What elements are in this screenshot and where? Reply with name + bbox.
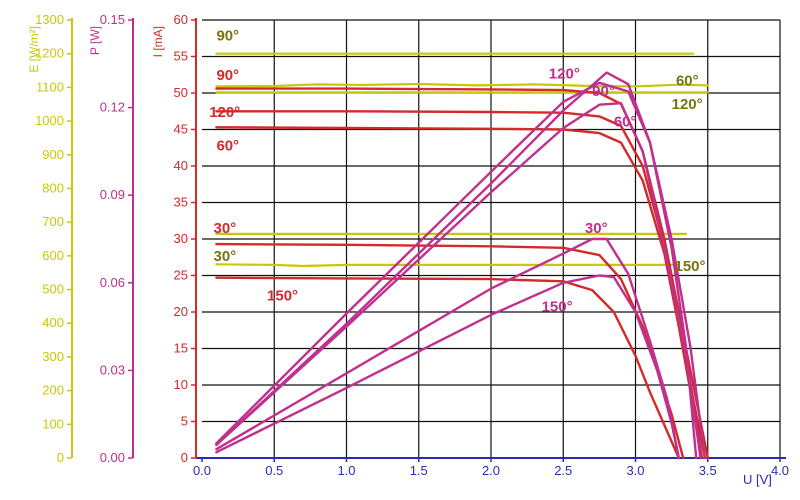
annotation-label: 150°: [267, 287, 298, 304]
x-tick-label: 2.0: [482, 463, 500, 478]
y-tick-label-E: 900: [42, 147, 64, 162]
y-tick-label-I: 35: [174, 195, 188, 210]
y-axis-title-P: P [W]: [88, 26, 102, 55]
annotation-label: 30°: [214, 248, 237, 265]
annotation-label: 30°: [585, 220, 608, 237]
annotation-label: 120°: [209, 104, 240, 121]
y-tick-label-E: 500: [42, 282, 64, 297]
y-tick-label-E: 700: [42, 214, 64, 229]
series-P-14: [215, 274, 680, 460]
series-I-9: [215, 276, 680, 460]
y-tick-label-E: 1100: [36, 79, 64, 94]
series-E-4: [215, 263, 680, 268]
y-tick-label-I: 0: [181, 450, 188, 465]
x-tick-label: 1.0: [337, 463, 355, 478]
annotations: 90° 60° 120° 30° 150° 90° 120° 60° 30° 150° 120° 90…: [209, 27, 705, 315]
y-tick-label-E: 200: [42, 383, 64, 398]
y-tick-label-I: 60: [174, 12, 188, 27]
y-tick-label-P: 0.12: [100, 100, 125, 115]
annotation-label: 90°: [216, 67, 239, 84]
y-tick-label-E: 1300: [35, 12, 64, 27]
y-tick-label-I: 25: [174, 268, 188, 283]
y-tick-label-E: 300: [42, 349, 64, 364]
series-lines: [215, 52, 709, 460]
x-tick-label: 3.0: [626, 463, 644, 478]
y-tick-label-I: 40: [174, 158, 188, 173]
y-axis-title-I: I [mA]: [151, 26, 165, 57]
annotation-label: 30°: [214, 220, 237, 237]
annotation-label: 150°: [675, 258, 706, 275]
y-tick-label-P: 0.09: [100, 187, 125, 202]
series-P-11: [215, 81, 707, 460]
series-P-13: [215, 237, 680, 460]
series-P-10: [215, 71, 698, 460]
y-tick-label-P: 0.00: [100, 450, 125, 465]
y-tick-label-E: 800: [42, 180, 64, 195]
y-tick-label-I: 5: [181, 414, 188, 429]
y-tick-label-I: 55: [174, 49, 188, 64]
annotation-label: 60°: [216, 138, 239, 155]
x-tick-label: 1.5: [410, 463, 428, 478]
annotation-label: 150°: [542, 298, 573, 315]
y-tick-label-I: 50: [174, 85, 188, 100]
y-tick-label-E: 100: [42, 416, 64, 431]
y-tick-label-E: 1000: [35, 113, 64, 128]
series-E-1: [215, 82, 709, 88]
x-tick-label: 0.5: [265, 463, 283, 478]
y-tick-label-P: 0.06: [100, 275, 125, 290]
axes: 0.0 0.5 1.0 1.5 2.0 2.5 3.0 3.5 4.0U [V]01002003…: [27, 12, 789, 487]
x-tick-label: 0.0: [193, 463, 211, 478]
series-I-7: [215, 126, 704, 460]
y-tick-label-E: 600: [42, 248, 64, 263]
series-P-12: [215, 101, 702, 460]
annotation-label: 90°: [592, 83, 615, 100]
annotation-label: 120°: [672, 96, 703, 113]
y-tick-label-E: 0: [57, 450, 64, 465]
y-tick-label-E: 400: [42, 315, 64, 330]
y-tick-label-I: 45: [174, 122, 188, 137]
y-tick-label-I: 30: [174, 231, 188, 246]
x-tick-label: 3.5: [699, 463, 717, 478]
y-tick-label-I: 10: [174, 377, 188, 392]
y-tick-label-P: 0.03: [100, 362, 125, 377]
y-axis-title-E: E [W/m²]: [27, 26, 41, 73]
y-tick-label-E: 1200: [35, 46, 64, 61]
annotation-label: 60°: [676, 73, 699, 90]
x-tick-label: 2.5: [554, 463, 572, 478]
y-tick-label-P: 0.15: [100, 12, 125, 27]
annotation-label: 90°: [216, 27, 239, 44]
y-tick-label-I: 15: [174, 341, 188, 356]
annotation-label: 120°: [549, 65, 580, 82]
x-tick-label: 4.0: [771, 463, 789, 478]
y-tick-label-I: 20: [174, 304, 188, 319]
annotation-label: 60°: [614, 114, 637, 131]
x-axis-title: U [V]: [743, 472, 772, 487]
